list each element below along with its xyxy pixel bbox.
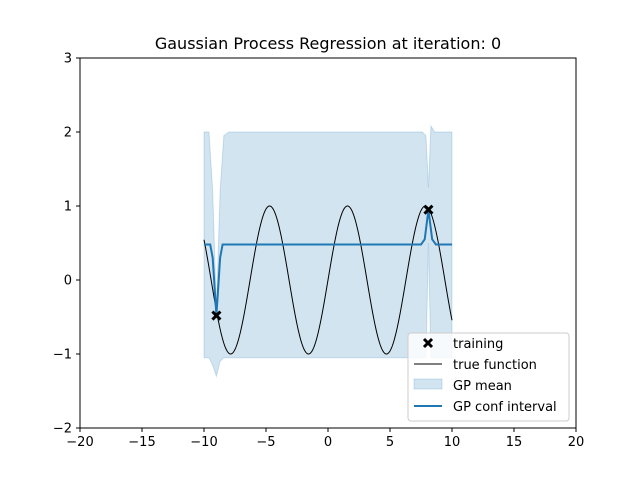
legend-item-gp-mean: GP mean [413, 378, 512, 394]
training-point [423, 204, 434, 215]
x-tick-label: 20 [568, 435, 585, 450]
legend-box [407, 332, 570, 422]
band-swatch-icon [413, 378, 443, 390]
y-tick-label: 3 [64, 52, 72, 67]
legend-label-training: training [453, 337, 503, 352]
chart-title: Gaussian Process Regression at iteration… [155, 34, 501, 53]
x-tick-label: 10 [444, 435, 461, 450]
legend: training true function GP mean GP conf i… [407, 332, 570, 422]
x-tick-label: −15 [128, 435, 155, 450]
y-tick-label: −2 [53, 422, 72, 437]
legend-item-gp-conf-interval: GP conf interval [414, 400, 557, 415]
x-tick-label: −20 [66, 435, 93, 450]
x-tick-label: −5 [256, 435, 275, 450]
gp-conf-interval-line [204, 209, 452, 316]
x-tick-label: −10 [190, 435, 217, 450]
x-tick-label: 0 [324, 435, 332, 450]
legend-item-training: training [422, 337, 503, 352]
y-tick-label: 1 [64, 200, 72, 215]
legend-item-true-function: true function [414, 358, 537, 373]
x-tick-label: 15 [506, 435, 523, 450]
y-tick-label: 2 [64, 126, 72, 141]
training-point [211, 310, 222, 321]
legend-label-gp-conf-interval: GP conf interval [453, 400, 557, 415]
y-tick-label: 0 [64, 274, 72, 289]
true-function-line [203, 205, 453, 355]
x-tick-label: 5 [386, 435, 394, 450]
legend-label-gp-mean: GP mean [453, 379, 512, 394]
training-marker-icon [422, 337, 434, 349]
y-tick-label: −1 [53, 348, 72, 363]
legend-label-true-function: true function [453, 358, 537, 373]
